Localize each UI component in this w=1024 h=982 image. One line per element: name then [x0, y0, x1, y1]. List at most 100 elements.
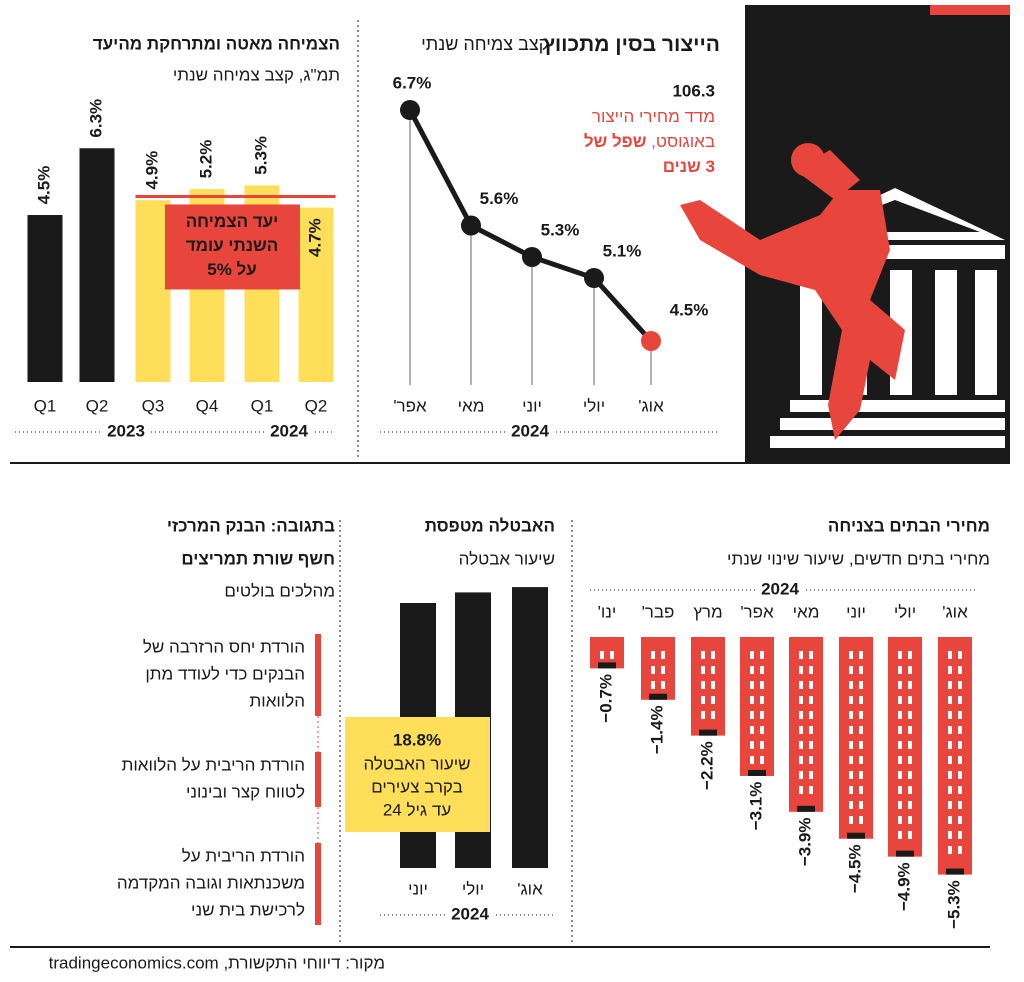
group-label-bg: [756, 580, 804, 600]
chart-title: הייצור בסין מתכווץקצב צמיחה שנתי: [421, 33, 720, 56]
title-sub: קצב צמיחה שנתי: [421, 34, 549, 54]
value-label: 4.5%: [670, 300, 709, 319]
window: [799, 681, 803, 689]
window: [859, 726, 863, 734]
bar: [135, 200, 171, 382]
window: [809, 681, 813, 689]
window: [750, 711, 754, 719]
x-tick-label: אפר': [393, 396, 427, 415]
chart-title: הצמיחה מאטה ומתרחקת מהיעד: [93, 34, 340, 53]
group-label: 2024: [451, 904, 489, 923]
window: [898, 831, 902, 839]
measure-text: משכנתאות וגובה המקדמה: [117, 873, 305, 892]
bar: [789, 637, 823, 812]
window: [898, 711, 902, 719]
window: [849, 816, 853, 824]
annotation-box: [345, 717, 490, 832]
window: [898, 681, 902, 689]
value-label: −4.5%: [845, 844, 864, 893]
window: [859, 711, 863, 719]
window: [750, 651, 754, 659]
x-tick-label: מאי: [793, 602, 820, 621]
bar: [79, 148, 115, 382]
value-label: 4.9%: [142, 151, 161, 190]
target-text: על 5%: [207, 260, 257, 279]
bar-cap: [946, 868, 964, 875]
measures-subtitle: מהלכים בולטים: [224, 581, 335, 600]
point: [400, 100, 420, 120]
value-label: −3.9%: [795, 817, 814, 866]
window: [908, 741, 912, 749]
window: [809, 741, 813, 749]
bar-cap: [797, 805, 815, 812]
bar-cap: [699, 729, 717, 736]
bar: [691, 637, 725, 736]
window: [799, 756, 803, 764]
window: [809, 786, 813, 794]
window: [958, 681, 962, 689]
measure-text: הבנקים כדי לעודד מתן: [145, 664, 305, 683]
x-tick-label: אוג': [638, 396, 664, 415]
window: [799, 666, 803, 674]
measure-text: לטווח קצר ובינוני: [186, 782, 305, 801]
window: [701, 651, 705, 659]
measure-text: הורדת יחס הרזרבה של: [143, 637, 305, 656]
window: [908, 711, 912, 719]
bar-cap: [847, 832, 865, 839]
window: [908, 726, 912, 734]
value-label: 4.7%: [305, 218, 324, 257]
window: [898, 801, 902, 809]
annotation-text: עד גיל 24: [383, 800, 451, 819]
window: [898, 696, 902, 704]
window: [809, 696, 813, 704]
window: [750, 741, 754, 749]
bar-cap: [748, 769, 766, 776]
window: [958, 831, 962, 839]
window: [799, 696, 803, 704]
window: [760, 666, 764, 674]
measure-text: הלוואות: [250, 691, 305, 710]
measure-text: לרכישת בית שני: [191, 900, 305, 919]
window: [701, 666, 705, 674]
window: [849, 651, 853, 659]
x-tick-label: Q2: [86, 396, 109, 415]
window: [898, 666, 902, 674]
window: [701, 681, 705, 689]
annotation-text: בקרב צעירים: [371, 777, 463, 796]
window: [898, 771, 902, 779]
window: [908, 696, 912, 704]
x-tick-label: יוני: [522, 396, 542, 415]
window: [859, 786, 863, 794]
bar-cap: [649, 693, 667, 700]
group-label-bg: [265, 422, 313, 442]
bar: [888, 637, 922, 857]
window: [600, 651, 604, 659]
group-label: 2024: [761, 579, 799, 598]
window: [809, 711, 813, 719]
annotation-value: 18.8%: [393, 730, 441, 749]
window: [809, 771, 813, 779]
annotation-segment: שפל של: [584, 132, 647, 151]
bullet-bar: [315, 752, 321, 807]
window: [898, 651, 902, 659]
value-label: −4.9%: [894, 862, 913, 911]
group-label: 2023: [107, 421, 145, 440]
value-label: −2.2%: [697, 741, 716, 790]
x-tick-label: Q1: [251, 396, 274, 415]
chart-subtitle: שיעור אבטלה: [459, 549, 555, 568]
x-tick-label: יוני: [846, 602, 866, 621]
window: [898, 786, 902, 794]
window: [908, 666, 912, 674]
annotation-value: 106.3: [672, 81, 715, 100]
bar: [27, 215, 63, 382]
window: [799, 651, 803, 659]
window: [958, 846, 962, 854]
value-label: −1.4%: [647, 705, 666, 754]
measures-title: בתגובה: הבנק המרכזי: [167, 516, 335, 535]
window: [651, 681, 655, 689]
window: [760, 711, 764, 719]
window: [610, 651, 614, 659]
window: [898, 756, 902, 764]
chart-subtitle: תמ"ג, קצב צמיחה שנתי: [173, 65, 340, 84]
